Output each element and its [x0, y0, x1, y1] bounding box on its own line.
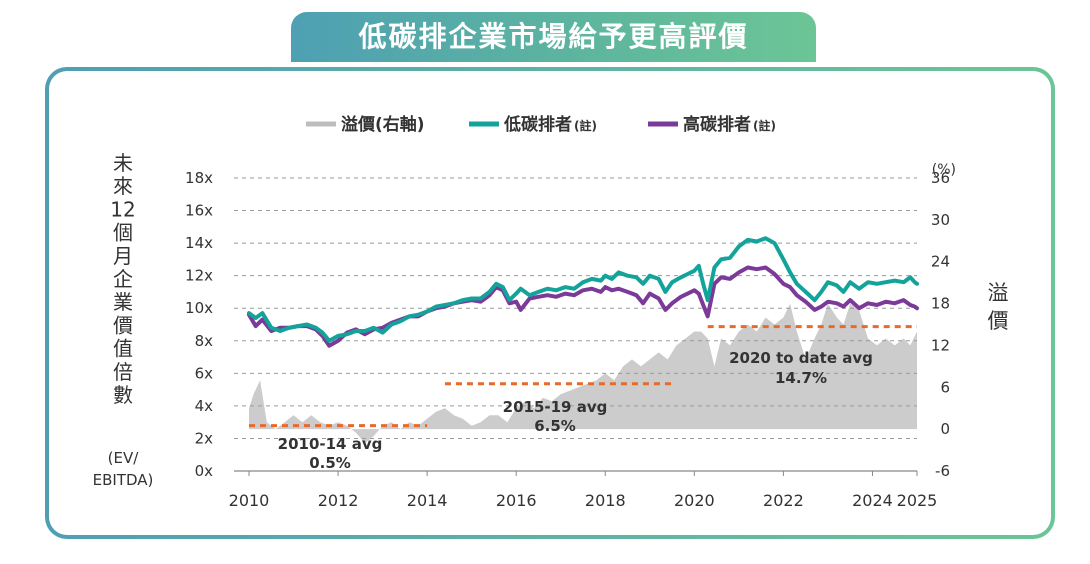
y-left-tick: 8x: [195, 332, 214, 350]
y-left-label-char: 數: [113, 383, 133, 407]
average-value: 6.5%: [534, 417, 576, 435]
y-left-tick: 12x: [185, 267, 213, 285]
y-right-tick: 18: [931, 295, 950, 313]
x-tick-label: 2020: [674, 491, 715, 510]
y-left-tick: 2x: [195, 429, 214, 447]
y-right-tick: 24: [931, 253, 950, 271]
y-left-label-char: 值: [113, 337, 133, 361]
y-left-label-char: 月: [113, 244, 133, 268]
y-left-label-char: 企: [113, 267, 133, 291]
y-right-label-char: 溢: [988, 281, 1009, 305]
y-right-tick: 12: [931, 336, 950, 354]
y-left-label-char: 未: [113, 151, 133, 175]
average-label: 2010-14 avg: [278, 435, 383, 453]
legend-note: (註): [574, 118, 597, 133]
y-left-tick: 18x: [185, 169, 213, 187]
x-tick-label: 2014: [407, 491, 448, 510]
series-line-low-carbon: [247, 236, 919, 343]
y-right-label-char: 價: [988, 309, 1009, 333]
legend-label: 溢價(右軸): [341, 114, 425, 135]
series-line-high-carbon: [247, 265, 919, 348]
legend-label: 高碳排者: [683, 114, 751, 135]
y-left-label-unit: EBITDA): [93, 471, 154, 489]
y-left-tick: 0x: [195, 462, 214, 480]
y-right-tick: 30: [931, 211, 950, 229]
average-value: 14.7%: [775, 369, 827, 387]
y-left-label-char: 業: [113, 290, 133, 314]
y-right-tick: -6: [935, 462, 950, 480]
y-left-tick: 16x: [185, 202, 213, 220]
average-value: 0.5%: [309, 454, 351, 472]
y-left-tick: 4x: [195, 397, 214, 415]
y-left-label-char: 12: [110, 197, 135, 221]
y-right-tick: 0: [940, 420, 950, 438]
y-left-label-unit: (EV/: [108, 449, 140, 467]
x-tick-label: 2016: [496, 491, 537, 510]
x-tick-label: 2022: [763, 491, 804, 510]
y-left-tick: 14x: [185, 234, 213, 252]
x-tick-label: 2012: [318, 491, 359, 510]
average-label: 2015-19 avg: [503, 398, 608, 416]
x-tick-label: 2018: [585, 491, 626, 510]
legend-label: 低碳排者: [503, 114, 572, 135]
y-right-tick: 36: [931, 169, 950, 187]
premium-area: [249, 303, 917, 444]
x-tick-label: 2024: [852, 491, 893, 510]
y-left-label-char: 價: [113, 313, 133, 337]
y-left-label-char: 個: [113, 221, 133, 245]
x-tick-label: 2025: [897, 491, 938, 510]
average-label: 2020 to date avg: [729, 349, 873, 367]
y-left-tick: 6x: [195, 364, 214, 382]
x-tick-label: 2010: [229, 491, 270, 510]
chart-title: 低碳排企業市場給予更高評價: [291, 12, 816, 62]
y-right-unit: (%): [932, 162, 956, 178]
y-left-label-char: 倍: [113, 360, 133, 384]
y-left-label-char: 來: [113, 174, 133, 198]
legend-note: (註): [753, 118, 776, 133]
y-left-tick: 10x: [185, 299, 213, 317]
y-right-tick: 6: [940, 378, 950, 396]
